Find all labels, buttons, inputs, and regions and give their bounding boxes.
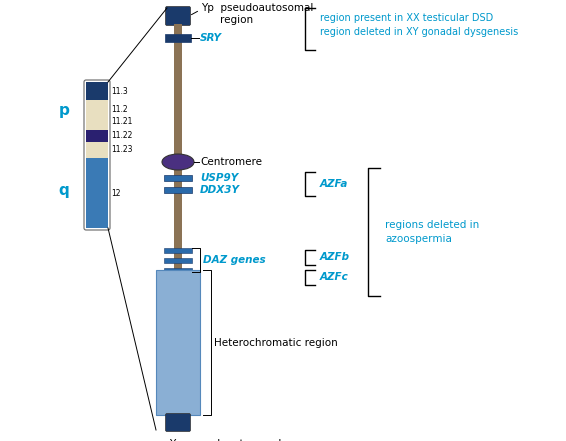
Text: Heterochromatic region: Heterochromatic region bbox=[214, 337, 338, 348]
Text: AZFa: AZFa bbox=[320, 179, 349, 189]
Bar bbox=[164, 175, 192, 181]
Text: Yq  pseudoautosomal: Yq pseudoautosomal bbox=[169, 439, 281, 441]
Bar bbox=[165, 34, 191, 42]
Bar bbox=[164, 187, 192, 193]
Bar bbox=[164, 258, 192, 262]
Text: regions deleted in: regions deleted in bbox=[385, 220, 479, 230]
FancyBboxPatch shape bbox=[165, 414, 191, 431]
Text: region deleted in XY gonadal dysgenesis: region deleted in XY gonadal dysgenesis bbox=[320, 27, 518, 37]
Text: 11.21: 11.21 bbox=[111, 117, 132, 127]
Text: SRY: SRY bbox=[200, 33, 222, 43]
Text: q: q bbox=[59, 183, 70, 198]
Text: Yp  pseudoautosomal: Yp pseudoautosomal bbox=[201, 3, 314, 13]
Bar bbox=[86, 82, 108, 100]
Text: 11.23: 11.23 bbox=[111, 146, 132, 154]
Bar bbox=[164, 247, 192, 253]
Text: region present in XX testicular DSD: region present in XX testicular DSD bbox=[320, 13, 493, 23]
Bar bbox=[164, 268, 192, 273]
Text: AZFb: AZFb bbox=[320, 253, 350, 262]
Text: Centromere: Centromere bbox=[200, 157, 262, 167]
Text: 11.22: 11.22 bbox=[111, 131, 132, 141]
Ellipse shape bbox=[162, 154, 194, 170]
Bar bbox=[174, 174, 182, 270]
Text: AZFc: AZFc bbox=[320, 273, 349, 283]
Text: 11.3: 11.3 bbox=[111, 86, 128, 96]
Text: p: p bbox=[58, 102, 70, 117]
Text: 12: 12 bbox=[111, 188, 121, 198]
Bar bbox=[86, 158, 108, 228]
Bar bbox=[86, 100, 108, 119]
Text: region: region bbox=[220, 15, 253, 25]
Text: 11.2: 11.2 bbox=[111, 105, 127, 115]
Text: DAZ genes: DAZ genes bbox=[203, 255, 265, 265]
Text: DDX3Y: DDX3Y bbox=[200, 185, 240, 195]
Bar bbox=[86, 142, 108, 158]
Bar bbox=[86, 119, 108, 130]
Bar bbox=[156, 270, 200, 415]
Text: USP9Y: USP9Y bbox=[200, 173, 238, 183]
Text: azoospermia: azoospermia bbox=[385, 234, 452, 244]
Bar bbox=[174, 24, 182, 174]
FancyBboxPatch shape bbox=[165, 7, 191, 26]
Bar bbox=[86, 130, 108, 142]
